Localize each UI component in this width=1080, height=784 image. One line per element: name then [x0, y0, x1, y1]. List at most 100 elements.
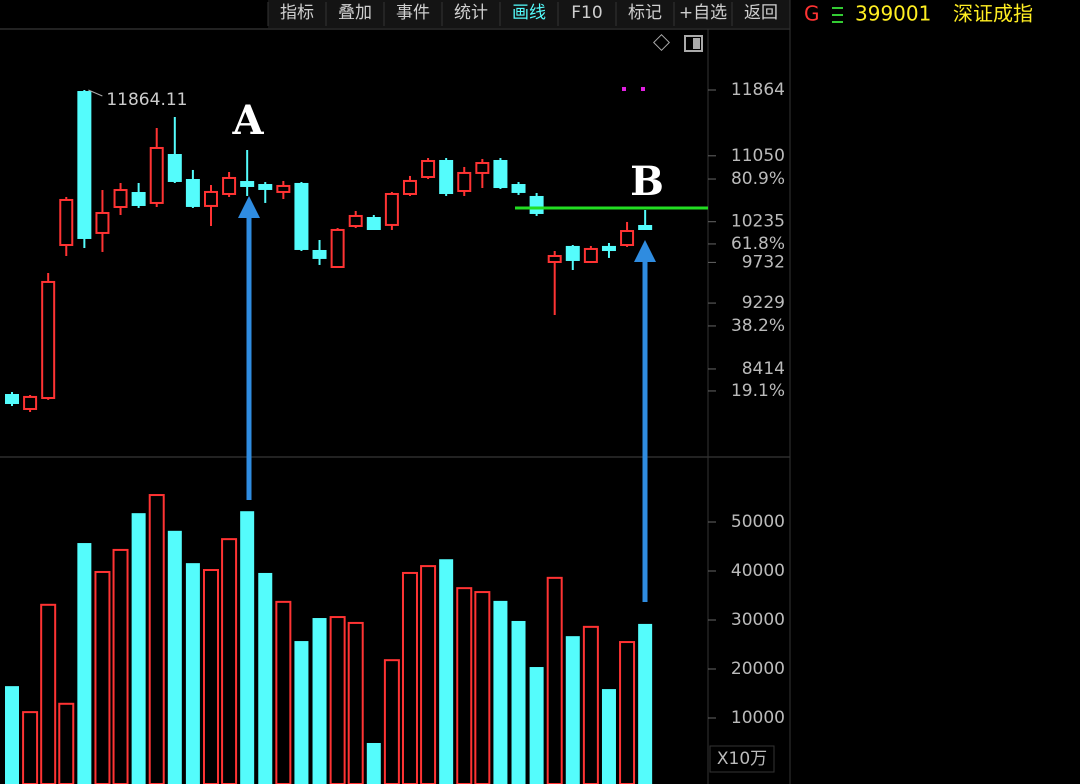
y-tick-label: 11864 — [731, 80, 785, 100]
candle-body — [421, 159, 436, 179]
candle-body — [222, 176, 237, 195]
y-tick-label: 10000 — [731, 708, 785, 728]
y-tick-label: 8414 — [742, 359, 785, 379]
volume-bar — [131, 513, 146, 784]
menu-icon[interactable] — [832, 7, 843, 23]
volume-bar — [529, 667, 544, 784]
candle-body — [511, 184, 526, 193]
high-pointer — [88, 89, 103, 97]
candle-body — [185, 178, 200, 207]
y-tick-label: 40000 — [731, 561, 785, 581]
y-tick-label: 50000 — [731, 512, 785, 532]
volume-bar — [58, 702, 75, 784]
candle-body — [95, 211, 110, 234]
candle-body — [457, 171, 472, 192]
toolbar-button[interactable]: 统计 — [454, 3, 488, 23]
index-name: 深证成指 — [953, 2, 1033, 26]
candle-body — [475, 162, 490, 174]
candle-body — [131, 192, 146, 206]
volume-bar — [601, 689, 616, 784]
y-tick-label: 20000 — [731, 659, 785, 679]
volume-bar — [329, 616, 346, 784]
candle-body — [113, 189, 128, 209]
volume-bar — [148, 494, 165, 784]
y-tick-label: 9229 — [742, 293, 785, 313]
arrow-a-head — [238, 196, 260, 218]
volume-bar — [420, 565, 437, 784]
volume-bar — [221, 538, 238, 784]
badge: G — [804, 2, 820, 26]
high-label: 11864.11 — [106, 90, 187, 110]
candle-body — [330, 228, 345, 269]
volume-bar — [202, 569, 219, 784]
y-tick-label: 10235 — [731, 212, 785, 232]
y-tick-label: 61.8% — [731, 234, 785, 254]
volume-bar — [240, 511, 255, 784]
index-code: 399001 — [855, 2, 931, 26]
candle-body — [276, 184, 291, 193]
volume-bar — [383, 659, 400, 784]
annotation: A — [231, 97, 264, 144]
candle-body — [529, 195, 544, 214]
volume-bar — [474, 591, 491, 784]
candle-body — [258, 184, 273, 190]
volume-bar — [619, 641, 636, 784]
toolbar-button[interactable]: 叠加 — [338, 3, 372, 23]
volume-bar — [294, 641, 309, 784]
volume-bar — [94, 570, 111, 784]
toolbar-button[interactable]: F10 — [571, 3, 602, 23]
volume-bar — [638, 623, 653, 784]
volume-bar — [77, 543, 92, 784]
candle-body — [23, 395, 38, 410]
annotation: B — [630, 158, 664, 205]
y-tick-label: 30000 — [731, 610, 785, 630]
candle-body — [59, 198, 74, 247]
diamond-icon[interactable] — [653, 34, 670, 51]
volume-bar — [112, 548, 129, 784]
volume-bar — [40, 603, 57, 784]
candle-body — [384, 192, 399, 226]
arrow-b-head — [634, 240, 656, 262]
candle-body — [439, 159, 454, 195]
candle-body — [312, 249, 327, 259]
y-tick-label: 11050 — [731, 146, 785, 166]
candle-body — [5, 394, 19, 405]
volume-bar — [347, 621, 364, 784]
candle-body — [348, 214, 363, 228]
toolbar — [268, 0, 790, 28]
toolbar-button[interactable]: 返回 — [744, 3, 778, 23]
panel-icon-fill — [693, 38, 700, 49]
candle-body — [294, 182, 309, 250]
candle-body — [620, 230, 635, 247]
toolbar-button[interactable]: 指标 — [280, 3, 314, 23]
toolbar-button[interactable]: 画线 — [512, 3, 546, 23]
toolbar-button[interactable]: +自选 — [679, 3, 727, 23]
toolbar-button[interactable]: 标记 — [628, 3, 662, 23]
volume-bar — [366, 742, 381, 784]
y-tick-label: 19.1% — [731, 381, 785, 401]
toolbar-button[interactable]: 事件 — [396, 3, 430, 23]
candle-body — [167, 154, 182, 182]
volume-bar — [258, 572, 273, 784]
candle-body — [41, 280, 56, 399]
candle-body — [565, 245, 580, 261]
volume-bar — [275, 600, 292, 784]
y-tick-label: 9732 — [742, 252, 785, 272]
marker-dot — [641, 87, 645, 91]
candle-body — [77, 91, 92, 239]
volume-bar — [511, 620, 526, 784]
volume-bar — [5, 686, 19, 784]
candle-body — [203, 190, 218, 207]
panel-icon[interactable] — [684, 35, 703, 52]
volume-bar — [456, 587, 473, 784]
unit-label: X10万 — [717, 749, 767, 769]
volume-bar — [493, 600, 508, 784]
candle-body — [493, 159, 508, 189]
candle-body — [366, 216, 381, 230]
volume-bar — [439, 559, 454, 784]
candle-body — [547, 255, 562, 263]
volume-bar — [401, 571, 418, 784]
volume-bar — [312, 618, 327, 784]
volume-bar — [185, 563, 200, 784]
